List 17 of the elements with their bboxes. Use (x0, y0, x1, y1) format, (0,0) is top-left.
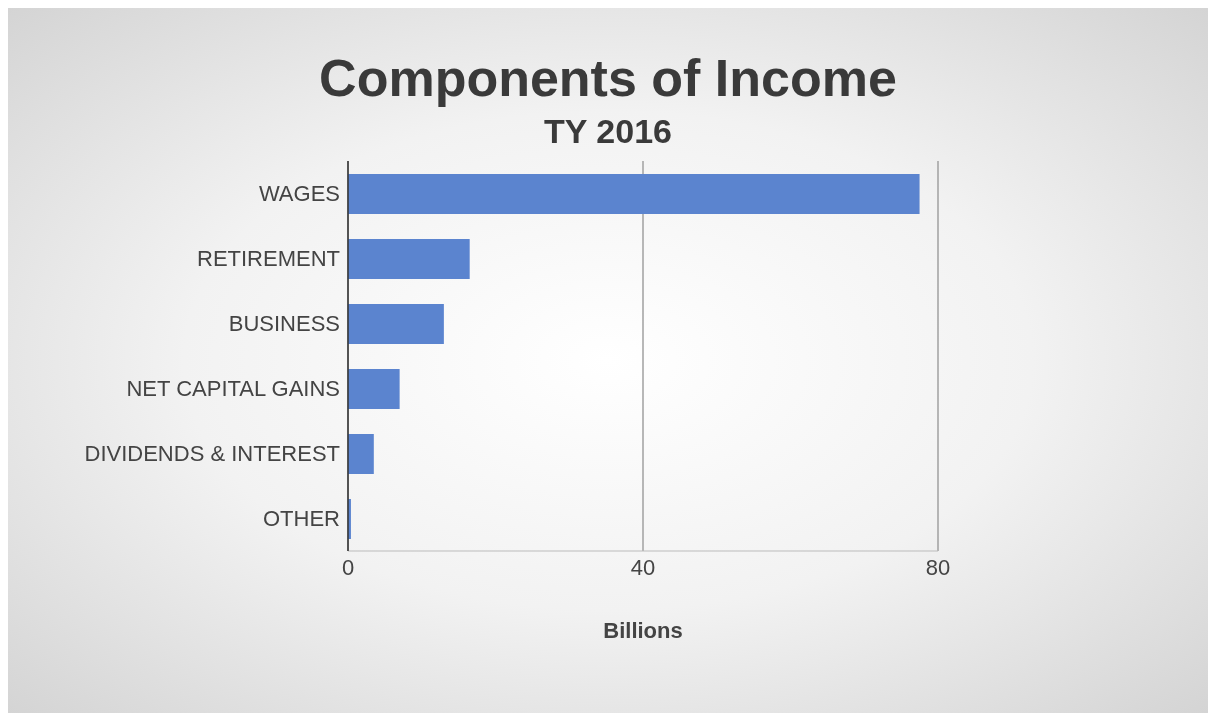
chart-subtitle: TY 2016 (543, 112, 673, 151)
y-tick-label: DIVIDENDS & INTEREST (84, 441, 340, 467)
y-tick-label: NET CAPITAL GAINS (126, 376, 340, 402)
bar (348, 239, 470, 279)
x-tick-label: 40 (630, 554, 656, 580)
x-tick-label: 80 (925, 554, 951, 580)
y-tick-label: OTHER (263, 506, 340, 532)
y-tick-label: BUSINESS (228, 311, 340, 337)
bar (348, 304, 444, 344)
bar (348, 369, 400, 409)
y-tick-label: WAGES (258, 181, 340, 207)
x-tick-label: 0 (341, 554, 355, 580)
x-axis-title: Billions (602, 618, 684, 644)
bar (348, 434, 374, 474)
bar (348, 174, 920, 214)
y-tick-label: RETIREMENT (197, 246, 340, 272)
chart-title: Components of Income (318, 48, 898, 108)
